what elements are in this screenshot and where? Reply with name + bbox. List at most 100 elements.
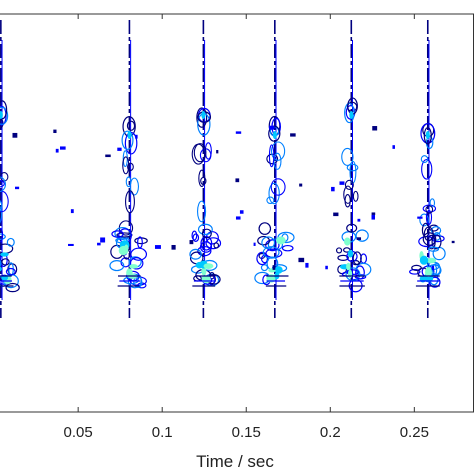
lower-peak (426, 257, 437, 264)
lower-contour (409, 268, 421, 275)
noise-contour (371, 214, 376, 220)
mid-contour (129, 177, 140, 196)
noise-contour (357, 218, 361, 222)
noise-contour (171, 244, 176, 250)
lower-peak (274, 266, 283, 274)
noise-contour (154, 245, 161, 249)
lower-contour (281, 244, 294, 252)
lower-peak (275, 236, 286, 245)
noise-contour (55, 148, 59, 153)
mid-contour (266, 196, 275, 205)
x-tick-label: 0.1 (152, 424, 173, 441)
upper-peak (272, 131, 277, 139)
noise-contour (356, 237, 362, 240)
mid-contour (341, 147, 354, 166)
lower-contour (265, 239, 280, 252)
mid-contour (197, 200, 207, 223)
noise-contour (189, 240, 194, 245)
contour-marks (0, 20, 455, 318)
noise-contour (290, 133, 296, 137)
lower-contour (346, 269, 360, 276)
lower-contour (134, 237, 148, 245)
upper-contour (0, 106, 9, 125)
noise-contour (53, 129, 57, 134)
lower-contour (256, 251, 269, 266)
lower-contour (205, 237, 222, 250)
lower-contour (262, 246, 280, 259)
lower-contour (5, 267, 16, 276)
mid-contour (122, 156, 130, 175)
mid-contour (0, 179, 5, 188)
mid-contour (419, 213, 429, 227)
mid-contour (343, 185, 353, 204)
mid-contour (270, 178, 286, 196)
x-tick-labels: 0.05 0.1 0.15 0.2 0.25 (64, 424, 429, 441)
lower-peak (195, 261, 204, 269)
x-axis-ticks (77, 14, 415, 412)
upper-contour (423, 127, 432, 145)
mid-contour (0, 200, 3, 212)
lower-contour (197, 223, 213, 236)
burst-1 (0, 20, 20, 318)
burst-3 (189, 20, 222, 318)
noise-contour (325, 265, 328, 270)
lower-peak (347, 249, 354, 258)
noise-contour (97, 242, 101, 246)
noise-contour (298, 257, 305, 263)
lower-contour (129, 257, 144, 270)
noise-contour (431, 265, 435, 271)
noise-contour (68, 243, 74, 246)
lower-contour (432, 246, 446, 261)
upper-peak (0, 111, 3, 119)
burst-5 (335, 20, 372, 318)
lower-contour (199, 241, 213, 253)
mid-contour (125, 176, 132, 188)
noise-contour (216, 149, 219, 154)
noise-contour (392, 145, 395, 149)
mid-contour (268, 182, 280, 205)
noise-contour (253, 242, 256, 246)
noise-contour (100, 237, 106, 243)
noise-contour (235, 216, 241, 220)
burst-2 (109, 20, 148, 318)
lower-contour (352, 251, 362, 266)
lower-contour (411, 264, 422, 271)
mid-contour (425, 205, 434, 214)
lower-contour (0, 227, 4, 243)
lower-contour (258, 222, 272, 235)
noise-contour (451, 240, 455, 244)
lower-contour (6, 237, 15, 247)
mid-contour (270, 141, 286, 161)
upper-contour (126, 120, 136, 131)
lower-contour (137, 236, 143, 249)
lower-contour (257, 235, 270, 246)
lower-peak (0, 252, 9, 257)
lower-contour (422, 232, 437, 246)
lower-contour (189, 248, 202, 260)
upper-contour (420, 122, 436, 144)
mid-contour (352, 190, 359, 202)
burst-4 (254, 20, 295, 318)
mid-contour (421, 159, 433, 180)
x-tick-label: 0.2 (320, 424, 341, 441)
lower-contour (1, 258, 10, 266)
mid-contour (193, 143, 207, 163)
noise-contour (371, 212, 376, 215)
noise-contour (59, 146, 66, 150)
lower-peak (424, 267, 432, 278)
x-axis-label: Time / sec (196, 452, 274, 471)
lower-contour (111, 230, 124, 238)
lower-contour (201, 228, 212, 239)
mid-contour (344, 193, 351, 208)
upper-contour (0, 100, 8, 120)
mid-contour (346, 163, 359, 172)
lower-contour (191, 230, 198, 241)
lower-contour (197, 245, 212, 257)
noise-contour (70, 209, 74, 214)
lower-contour (0, 259, 2, 267)
lower-peak (0, 266, 2, 272)
lower-contour (429, 276, 441, 288)
noise-contour (135, 134, 138, 139)
upper-contour (121, 130, 134, 150)
